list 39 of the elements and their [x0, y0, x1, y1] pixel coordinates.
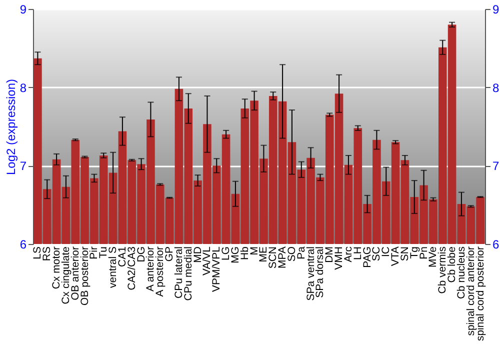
x-tick-label: DG: [135, 246, 148, 262]
x-tick-label: OB posterior: [78, 246, 91, 306]
x-tick-label: CPu medial: [182, 246, 194, 301]
x-tick-label: OB anterior: [69, 246, 82, 300]
x-tick-label: Pir: [88, 246, 100, 260]
x-tick-label: A anterior: [144, 246, 157, 292]
x-tick-label: DM: [324, 246, 336, 263]
x-tick-label: Tg: [408, 246, 420, 259]
y2-tick-label: 7: [492, 159, 500, 174]
x-tick-label: Hb: [238, 246, 251, 260]
x-tick-label: VA/VL: [201, 246, 214, 276]
y-tick-label: 7: [20, 159, 27, 174]
x-tick-label: LS: [32, 246, 44, 260]
y2-tick-label: 9: [492, 2, 500, 16]
y-axis-title: Log2 (expression): [4, 78, 18, 176]
x-tick-label: MD: [192, 246, 204, 263]
x-tick-label: spinal cord posterior: [474, 246, 486, 342]
x-tick-label: RS: [41, 246, 54, 262]
x-tick-label: LH: [352, 246, 364, 260]
x-tick-label: SCN: [267, 246, 280, 269]
x-tick-label: Tu: [98, 246, 110, 258]
x-tick-label: M: [248, 246, 260, 256]
x-tick-label: VPM/VPL: [210, 246, 223, 292]
y2-tick-label: 6: [492, 238, 500, 252]
x-tick-label: IC: [380, 246, 392, 257]
x-tick-label: SC: [370, 246, 383, 262]
y-tick-label: 6: [20, 238, 27, 252]
x-tick-label: SPa dorsal: [314, 246, 326, 298]
x-tick-label: Cx cingulate: [60, 246, 72, 304]
y-tick-label: 8: [20, 80, 27, 95]
x-tick-label: A posterior: [154, 246, 166, 297]
x-tick-label: Pa: [295, 246, 308, 260]
y2-tick-label: 8: [492, 80, 500, 95]
x-tick-label: spinal cord anterior: [464, 246, 477, 336]
x-tick-label: CA2/CA3: [126, 246, 138, 290]
x-tick-label: MVe: [427, 246, 440, 268]
x-tick-label: PAG: [361, 246, 374, 268]
y-tick-label: 9: [20, 2, 27, 16]
x-tick-label: ME: [258, 246, 270, 262]
